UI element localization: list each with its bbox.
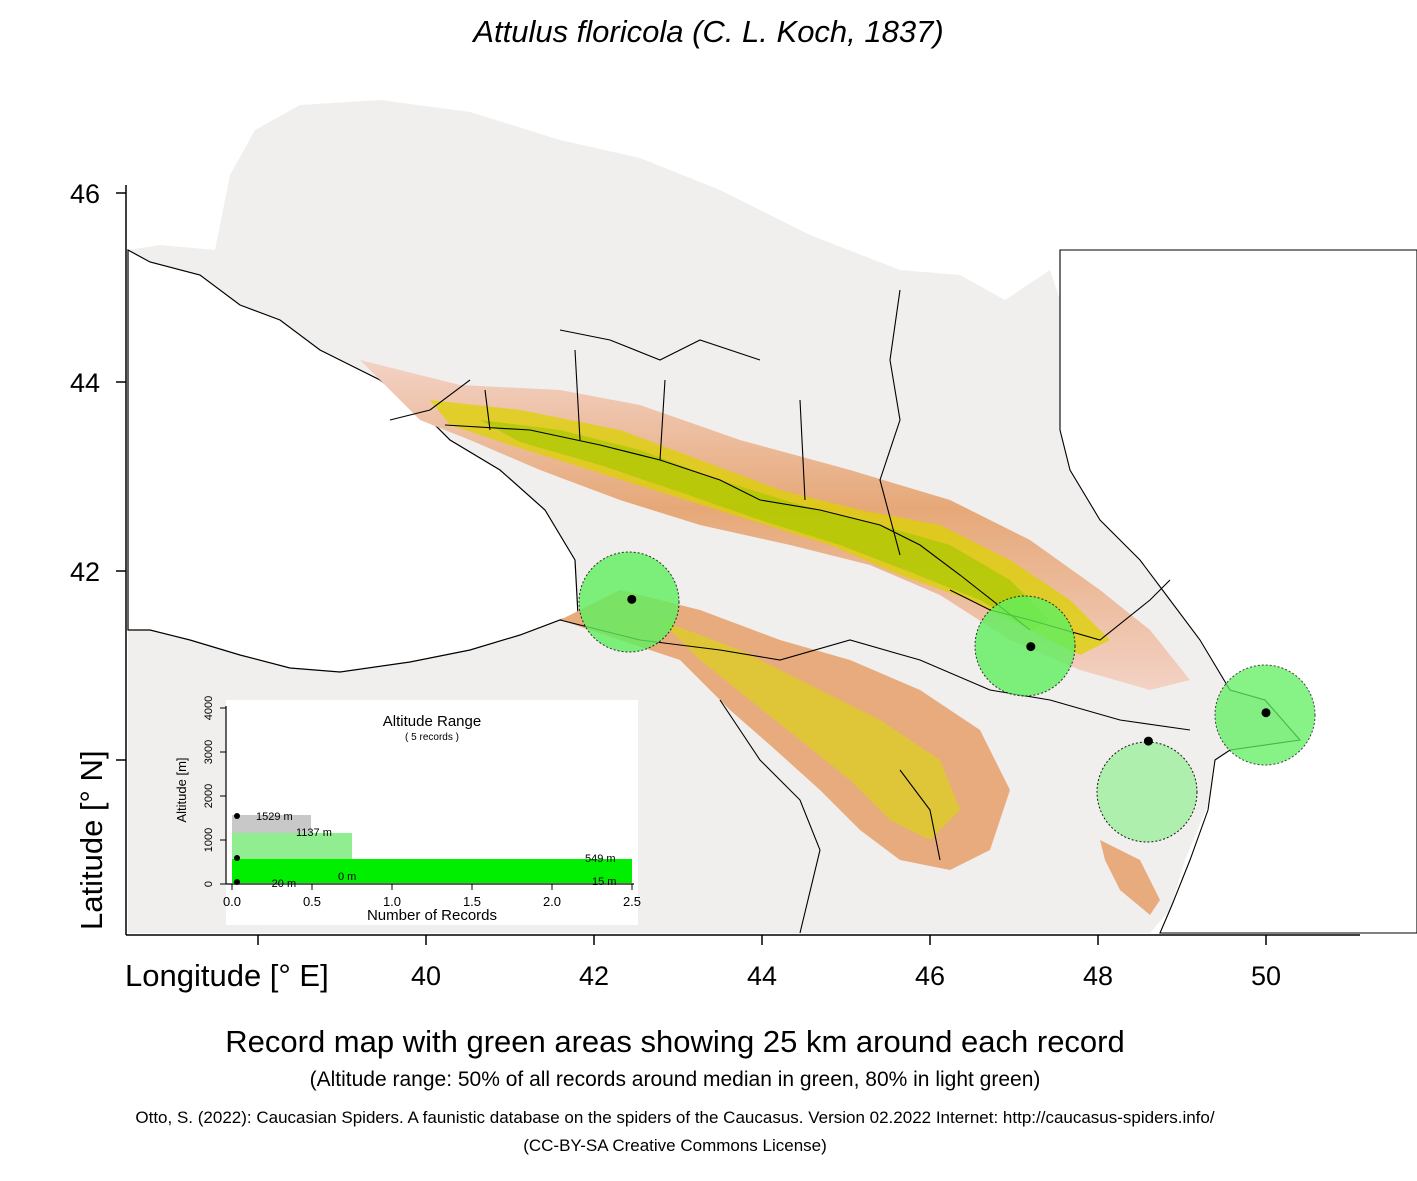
talysh-terrain	[1100, 840, 1160, 915]
lesser-caucasus-peaks	[660, 620, 960, 840]
inset-x-tick-label: 0.0	[223, 894, 241, 909]
label-top: 1529 m	[256, 811, 293, 823]
black-sea	[127, 248, 579, 673]
alt-bar-80	[232, 833, 352, 859]
record-point	[627, 594, 637, 604]
x-ticks: 40 42 44 46 48 50	[257, 935, 1281, 991]
inset-x-tick-label: 2.0	[543, 894, 561, 909]
record-point	[1026, 642, 1036, 652]
y-tick-label: 42	[70, 557, 100, 587]
x-tick-label: 42	[579, 961, 609, 991]
inset-title: Altitude Range	[383, 713, 481, 730]
map-subcaption: (Altitude range: 50% of all records arou…	[309, 1068, 1041, 1091]
inset-x-tick-label: 1.5	[463, 894, 481, 909]
x-tick-label: 46	[915, 961, 945, 991]
inset-y-label: Altitude [m]	[174, 757, 189, 822]
inset-x-tick-label: 1.0	[383, 894, 401, 909]
label-median: 549 m	[585, 853, 616, 865]
y-ticks: 46 44 42	[70, 179, 126, 761]
inset-x-tick-label: 2.5	[623, 894, 641, 909]
y-axis-label: Latitude [° N]	[74, 750, 109, 930]
alt-bar-grey	[232, 815, 311, 833]
label-upper: 1137 m	[296, 827, 332, 839]
inset-y-tick-label: 2000	[203, 784, 215, 808]
alt-bar-50	[232, 859, 632, 883]
y-tick-label: 44	[70, 368, 100, 398]
borders	[389, 289, 1191, 934]
x-tick-label: 48	[1083, 961, 1113, 991]
inset-x-label: Number of Records	[367, 907, 497, 924]
map-title: Attulus floricola (C. L. Koch, 1837)	[473, 14, 944, 49]
label-zero: 0 m	[338, 871, 356, 883]
y-tick-label: 46	[70, 179, 100, 209]
greater-caucasus-core	[480, 420, 1050, 630]
license: (CC-BY-SA Creative Commons License)	[523, 1136, 827, 1155]
record-point	[1261, 708, 1271, 718]
inset-y-tick-label: 4000	[203, 696, 215, 720]
record-buffer	[974, 595, 1076, 697]
citation: Otto, S. (2022): Caucasian Spiders. A fa…	[135, 1108, 1215, 1127]
x-tick-label: 40	[411, 961, 441, 991]
altitude-inset: 0 1000 2000 3000 4000 0.0 0.5 1.0 1.5 2.0 2.5 Alt…	[174, 696, 641, 925]
record-points	[627, 594, 1271, 746]
x-axis-label: Longitude [° E]	[125, 958, 329, 993]
inset-x-tick-label: 0.5	[303, 894, 321, 909]
x-tick-label: 44	[747, 961, 777, 991]
label-low: 15 m	[592, 876, 616, 888]
record-buffer	[1096, 741, 1198, 843]
inset-subtitle: ( 5 records )	[405, 732, 459, 743]
label-min: -20 m	[268, 878, 296, 890]
map-caption: Record map with green areas showing 25 k…	[225, 1024, 1125, 1059]
record-point	[1143, 736, 1153, 746]
x-tick-label: 50	[1251, 961, 1281, 991]
inset-y-tick-label: 1000	[203, 828, 215, 852]
inset-y-tick-label: 0	[203, 881, 215, 887]
inset-y-tick-label: 3000	[203, 740, 215, 764]
